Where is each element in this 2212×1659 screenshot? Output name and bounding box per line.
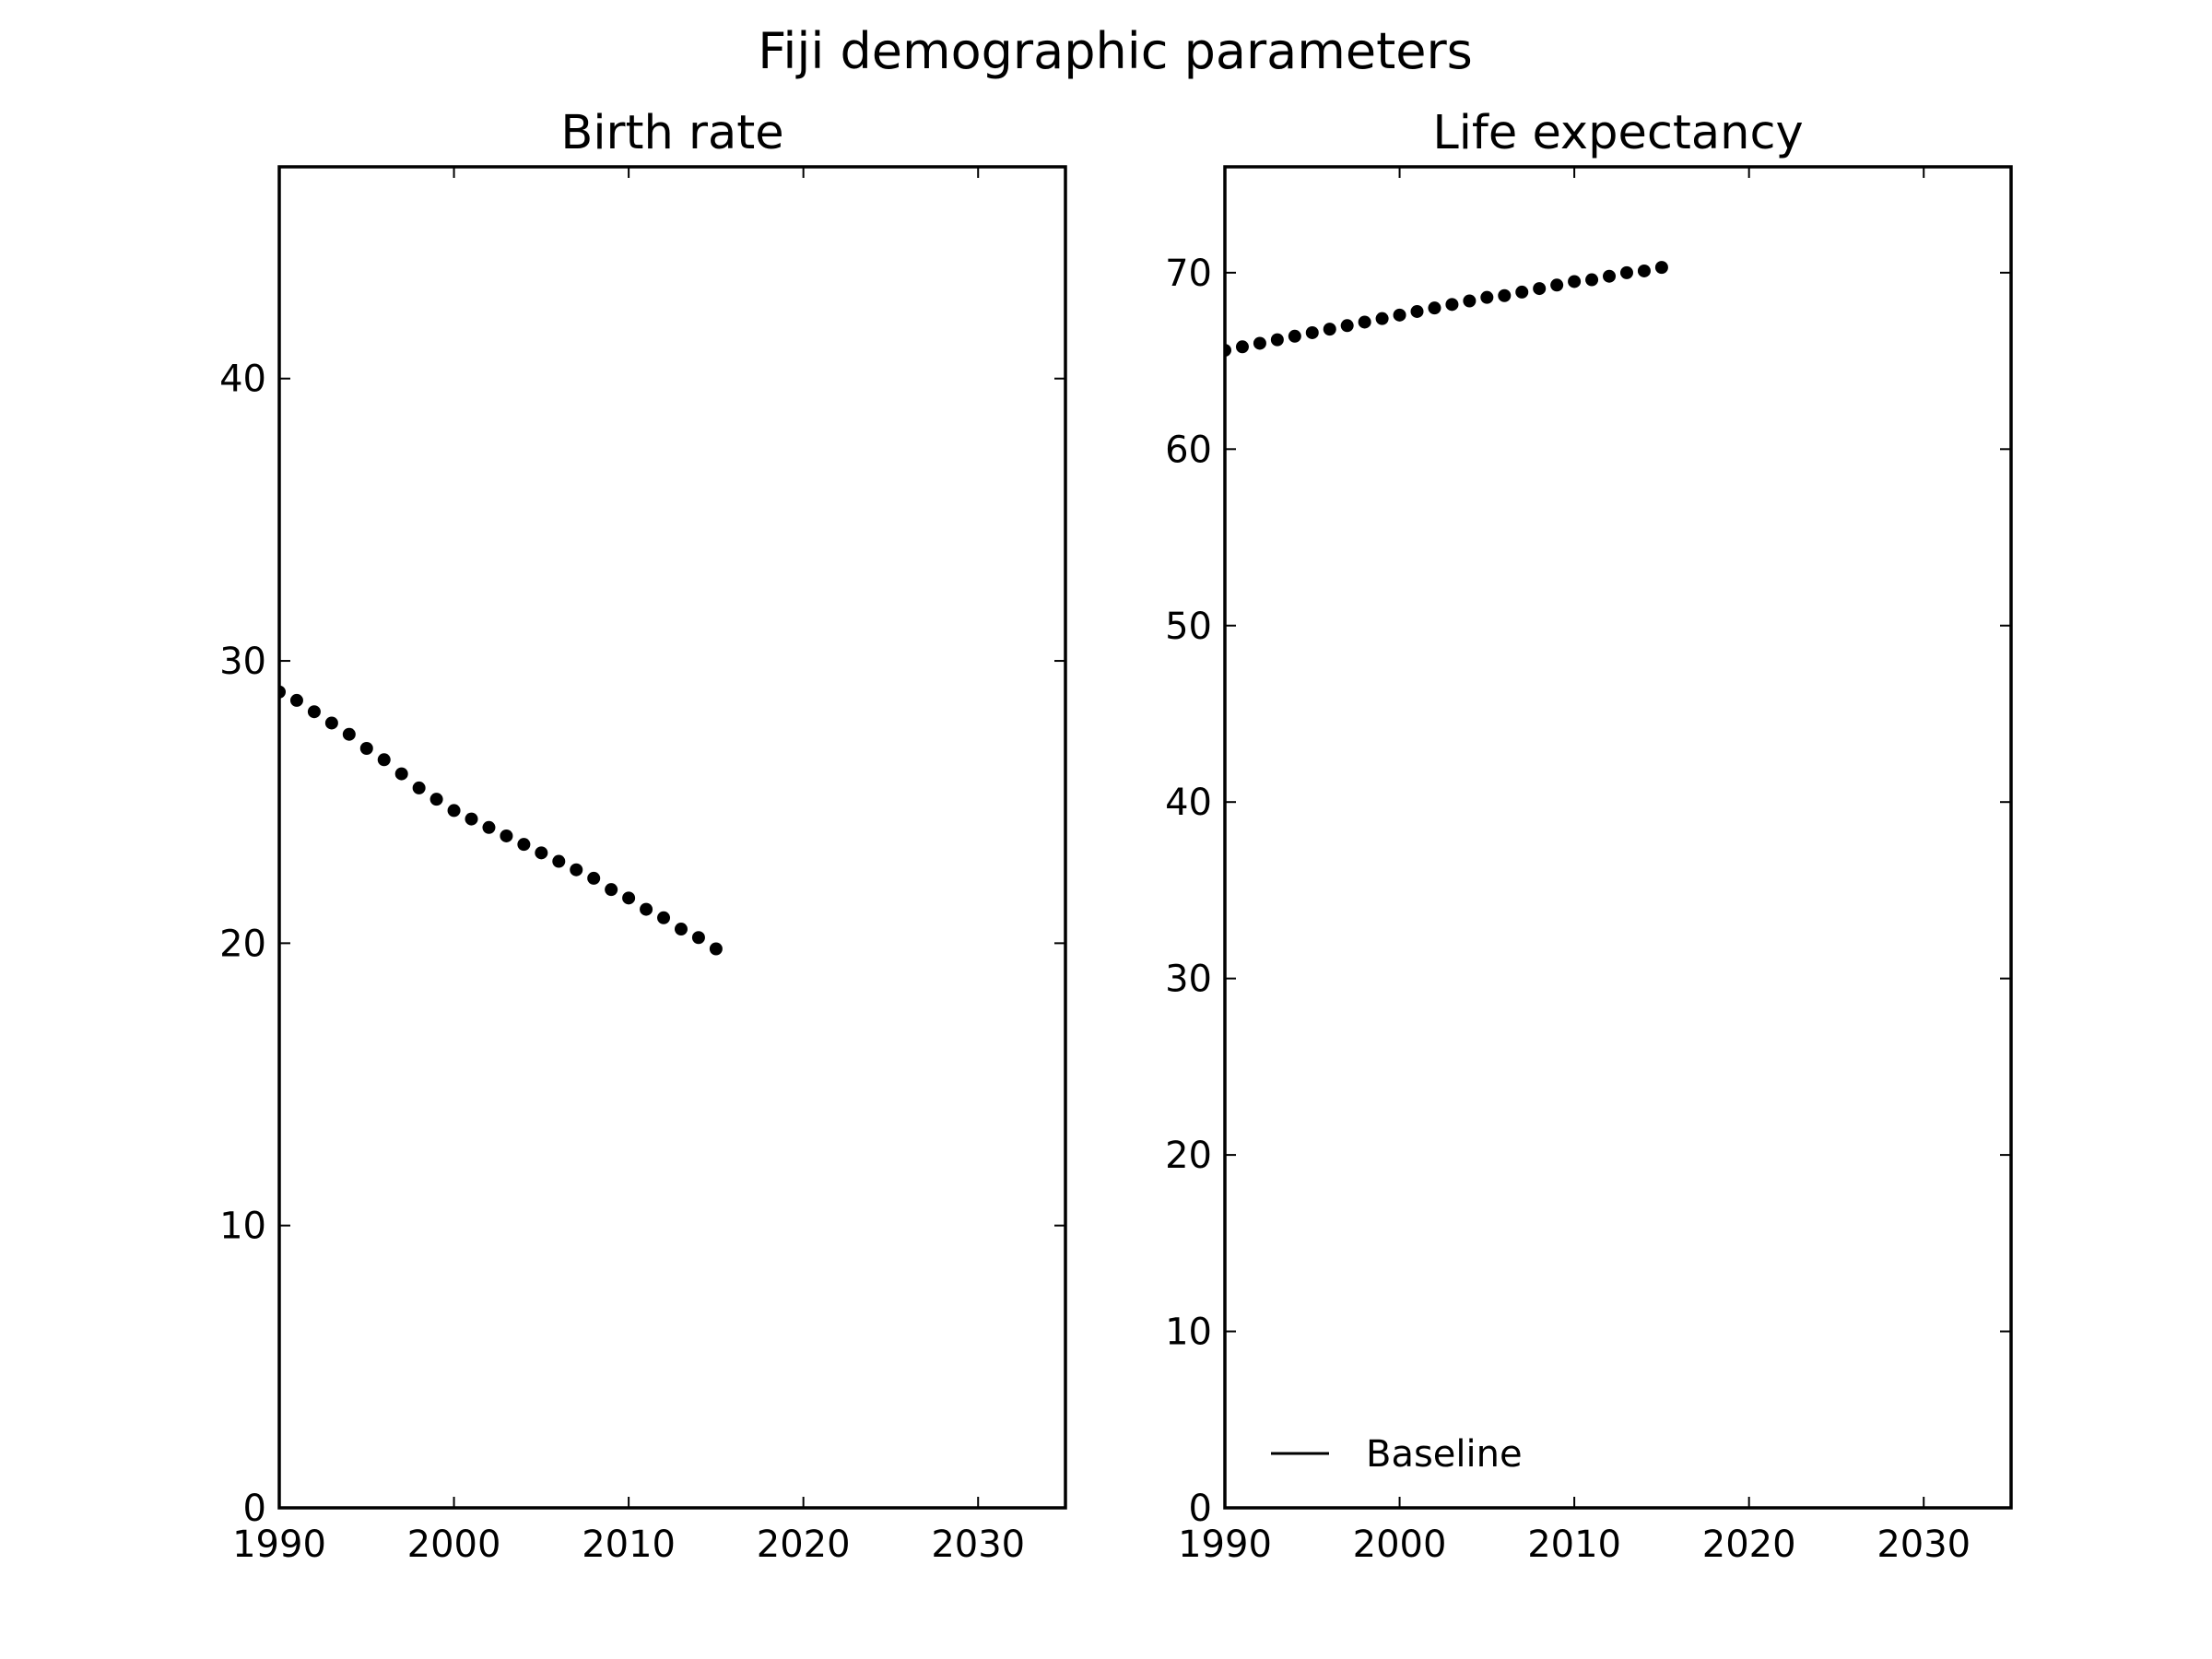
life-expectancy-ytick-label: 20 <box>1165 1135 1212 1177</box>
birth-rate-data-point <box>674 923 688 936</box>
birth-rate-axes-frame <box>277 165 1067 1510</box>
birth-rate-data-point <box>394 767 408 781</box>
birth-rate-data-point <box>279 685 286 699</box>
life-expectancy-data-point <box>1358 315 1371 329</box>
birth-rate-data-point <box>517 838 531 852</box>
birth-rate-data-point <box>570 863 583 877</box>
birth-rate-data-point <box>691 931 705 945</box>
birth-rate-xtick-label: 2010 <box>582 1524 676 1566</box>
birth-rate-data-point <box>500 829 513 842</box>
birth-rate-ytick-label: 30 <box>219 641 266 683</box>
life-expectancy-data-point <box>1585 273 1599 287</box>
birth-rate-data-point <box>307 705 321 719</box>
birth-rate-xtick-label: 2020 <box>757 1524 851 1566</box>
birth-rate-data-point <box>289 693 303 707</box>
birth-rate-data-point <box>552 854 566 868</box>
life-expectancy-xtick-label: 2000 <box>1353 1524 1447 1566</box>
life-expectancy-axes-frame <box>1223 165 2013 1510</box>
birth-rate-data-point <box>324 716 338 730</box>
birth-rate-points <box>279 685 723 956</box>
life-expectancy-data-point <box>1323 323 1336 336</box>
birth-rate-data-point <box>535 846 548 860</box>
life-expectancy-xtick-label: 2010 <box>1527 1524 1621 1566</box>
birth-rate-data-point <box>622 891 636 905</box>
life-expectancy-ytick-label: 0 <box>1189 1488 1212 1530</box>
birth-rate-data-point <box>482 820 496 834</box>
life-expectancy-data-point <box>1568 275 1582 288</box>
life-expectancy-data-point <box>1533 282 1547 296</box>
birth-rate-data-point <box>447 804 461 818</box>
life-expectancy-data-point <box>1463 294 1477 308</box>
birth-rate-xtick-label: 2000 <box>407 1524 501 1566</box>
life-expectancy-data-point <box>1253 336 1266 350</box>
life-expectancy-data-point <box>1410 304 1424 318</box>
life-expectancy-data-point <box>1305 325 1319 339</box>
birth-rate-data-point <box>377 753 391 767</box>
birth-rate-ytick-label: 0 <box>243 1488 266 1530</box>
life-expectancy-data-point <box>1340 319 1354 333</box>
life-expectancy-legend: Baseline <box>1271 1433 1523 1476</box>
figure-title: Fiji demographic parameters <box>758 22 1473 80</box>
legend-label: Baseline <box>1366 1433 1523 1476</box>
life-expectancy-data-point <box>1550 278 1564 292</box>
life-expectancy-data-point <box>1375 312 1389 325</box>
life-expectancy-data-point <box>1515 285 1529 299</box>
birth-rate-ytick-label: 10 <box>219 1206 266 1248</box>
birth-rate-xtick-label: 2030 <box>931 1524 1025 1566</box>
life-expectancy-data-point <box>1235 340 1249 354</box>
birth-rate-data-point <box>587 871 601 885</box>
life-expectancy-xtick-label: 2030 <box>1877 1524 1971 1566</box>
life-expectancy-ytick-label: 40 <box>1165 782 1212 824</box>
life-expectancy-data-point <box>1654 261 1668 275</box>
life-expectancy-data-point <box>1480 290 1494 304</box>
life-expectancy-points <box>1225 261 1668 358</box>
life-expectancy-xtick-label: 1990 <box>1178 1524 1272 1566</box>
birth-rate-ytick-label: 20 <box>219 923 266 965</box>
birth-rate-xtick-label: 1990 <box>232 1524 326 1566</box>
birth-rate-title: Birth rate <box>560 106 783 160</box>
life-expectancy-data-point <box>1619 265 1633 279</box>
birth-rate-data-point <box>429 793 443 806</box>
birth-rate-data-point <box>657 911 671 924</box>
life-expectancy-ytick-label: 70 <box>1165 253 1212 295</box>
life-expectancy-xtick-label: 2020 <box>1702 1524 1796 1566</box>
birth-rate-data-point <box>465 812 478 826</box>
life-expectancy-data-point <box>1498 288 1512 302</box>
life-expectancy-data-point <box>1428 301 1441 315</box>
life-expectancy-ytick-label: 10 <box>1165 1312 1212 1354</box>
life-expectancy-data-point <box>1288 329 1301 343</box>
life-expectancy-data-point <box>1603 269 1617 283</box>
life-expectancy-ytick-label: 50 <box>1165 606 1212 648</box>
life-expectancy-data-point <box>1393 308 1406 322</box>
life-expectancy-ytick-label: 60 <box>1165 429 1212 471</box>
birth-rate-data-point <box>709 942 723 956</box>
life-expectancy-title: Life expectancy <box>1432 106 1803 160</box>
birth-rate-ytick-label: 40 <box>219 359 266 401</box>
life-expectancy-data-point <box>1270 333 1284 347</box>
life-expectancy-data-point <box>1637 264 1651 277</box>
birth-rate-data-point <box>605 883 618 897</box>
birth-rate-data-point <box>640 902 653 916</box>
life-expectancy-data-point <box>1445 298 1459 312</box>
life-expectancy-ytick-label: 30 <box>1165 959 1212 1001</box>
birth-rate-data-point <box>359 742 373 756</box>
life-expectancy-data-point <box>1225 344 1231 358</box>
birth-rate-data-point <box>412 781 426 794</box>
birth-rate-data-point <box>342 727 356 741</box>
